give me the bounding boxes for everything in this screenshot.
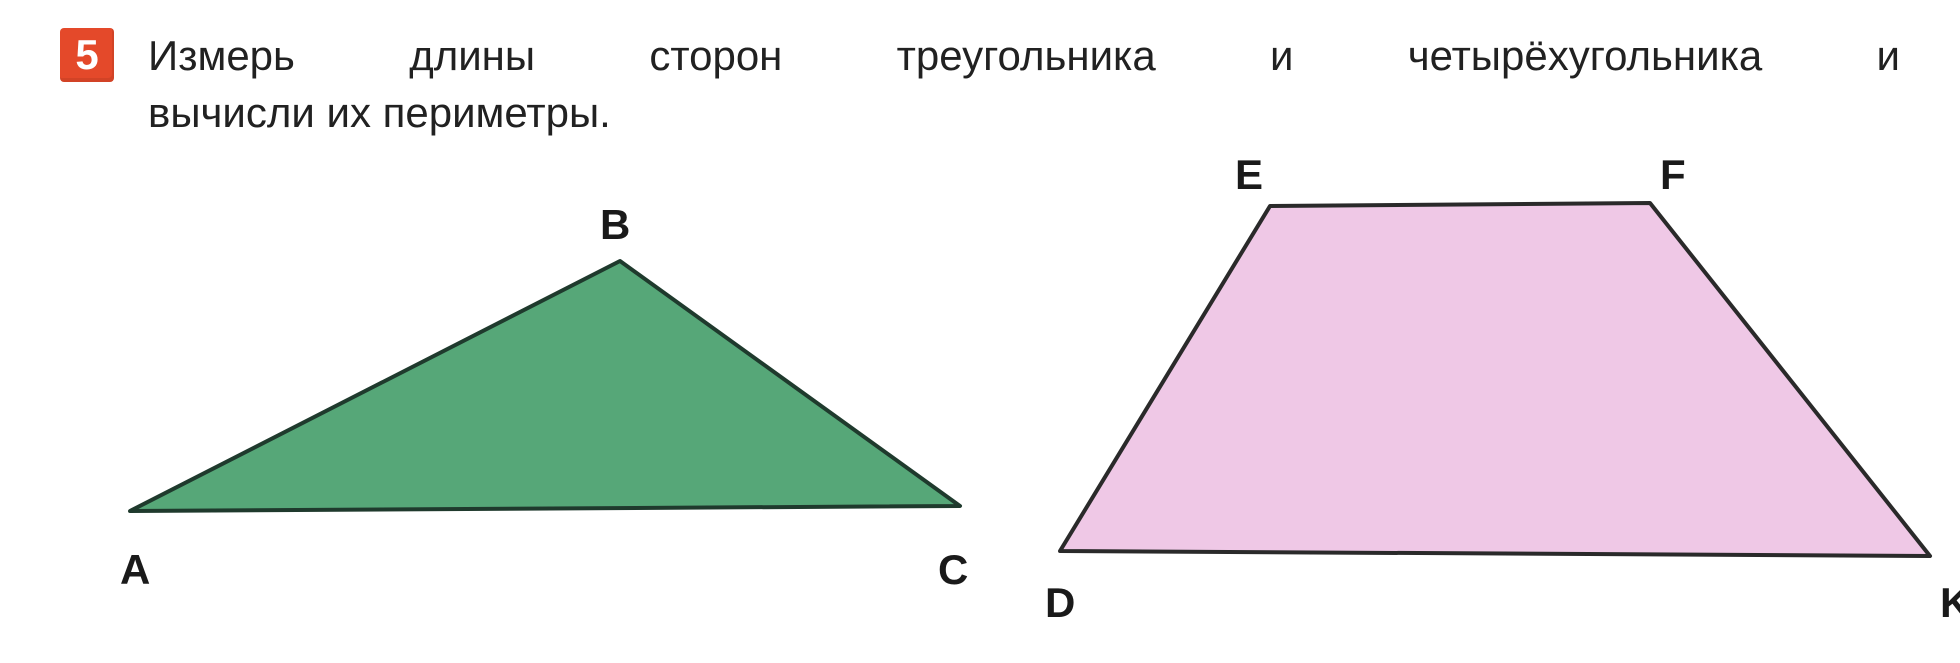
quad-vertex-e: E (1235, 151, 1263, 199)
exercise-page: 5 Измерь длины сторон треугольника и чет… (0, 0, 1960, 663)
task-word: треугольника (897, 28, 1156, 85)
task-number-badge: 5 (60, 28, 114, 82)
task-line-2: вычисли их периметры. (148, 85, 1900, 142)
quad-vertex-k: K (1940, 579, 1960, 627)
task-word: Измерь (148, 28, 295, 85)
task-word: сторон (649, 28, 782, 85)
task-text: Измерь длины сторон треугольника и четыр… (148, 28, 1900, 141)
figures-area: A B C D E F K (60, 151, 1900, 621)
triangle-vertex-c: C (938, 546, 968, 594)
task-word: четырёхугольника (1408, 28, 1763, 85)
triangle-vertex-b: B (600, 201, 630, 249)
triangle-polygon (130, 261, 960, 511)
task-word: и (1877, 28, 1900, 85)
triangle-shape (130, 181, 970, 521)
quadrilateral-polygon (1060, 203, 1930, 556)
task-number-text: 5 (75, 31, 98, 79)
quad-vertex-f: F (1660, 151, 1686, 199)
triangle-vertex-a: A (120, 546, 150, 594)
task-header: 5 Измерь длины сторон треугольника и чет… (60, 28, 1900, 141)
task-line-1: Измерь длины сторон треугольника и четыр… (148, 28, 1900, 85)
quad-vertex-d: D (1045, 579, 1075, 627)
quadrilateral-shape (1060, 161, 1940, 561)
task-word: длины (409, 28, 535, 85)
task-word: и (1270, 28, 1293, 85)
